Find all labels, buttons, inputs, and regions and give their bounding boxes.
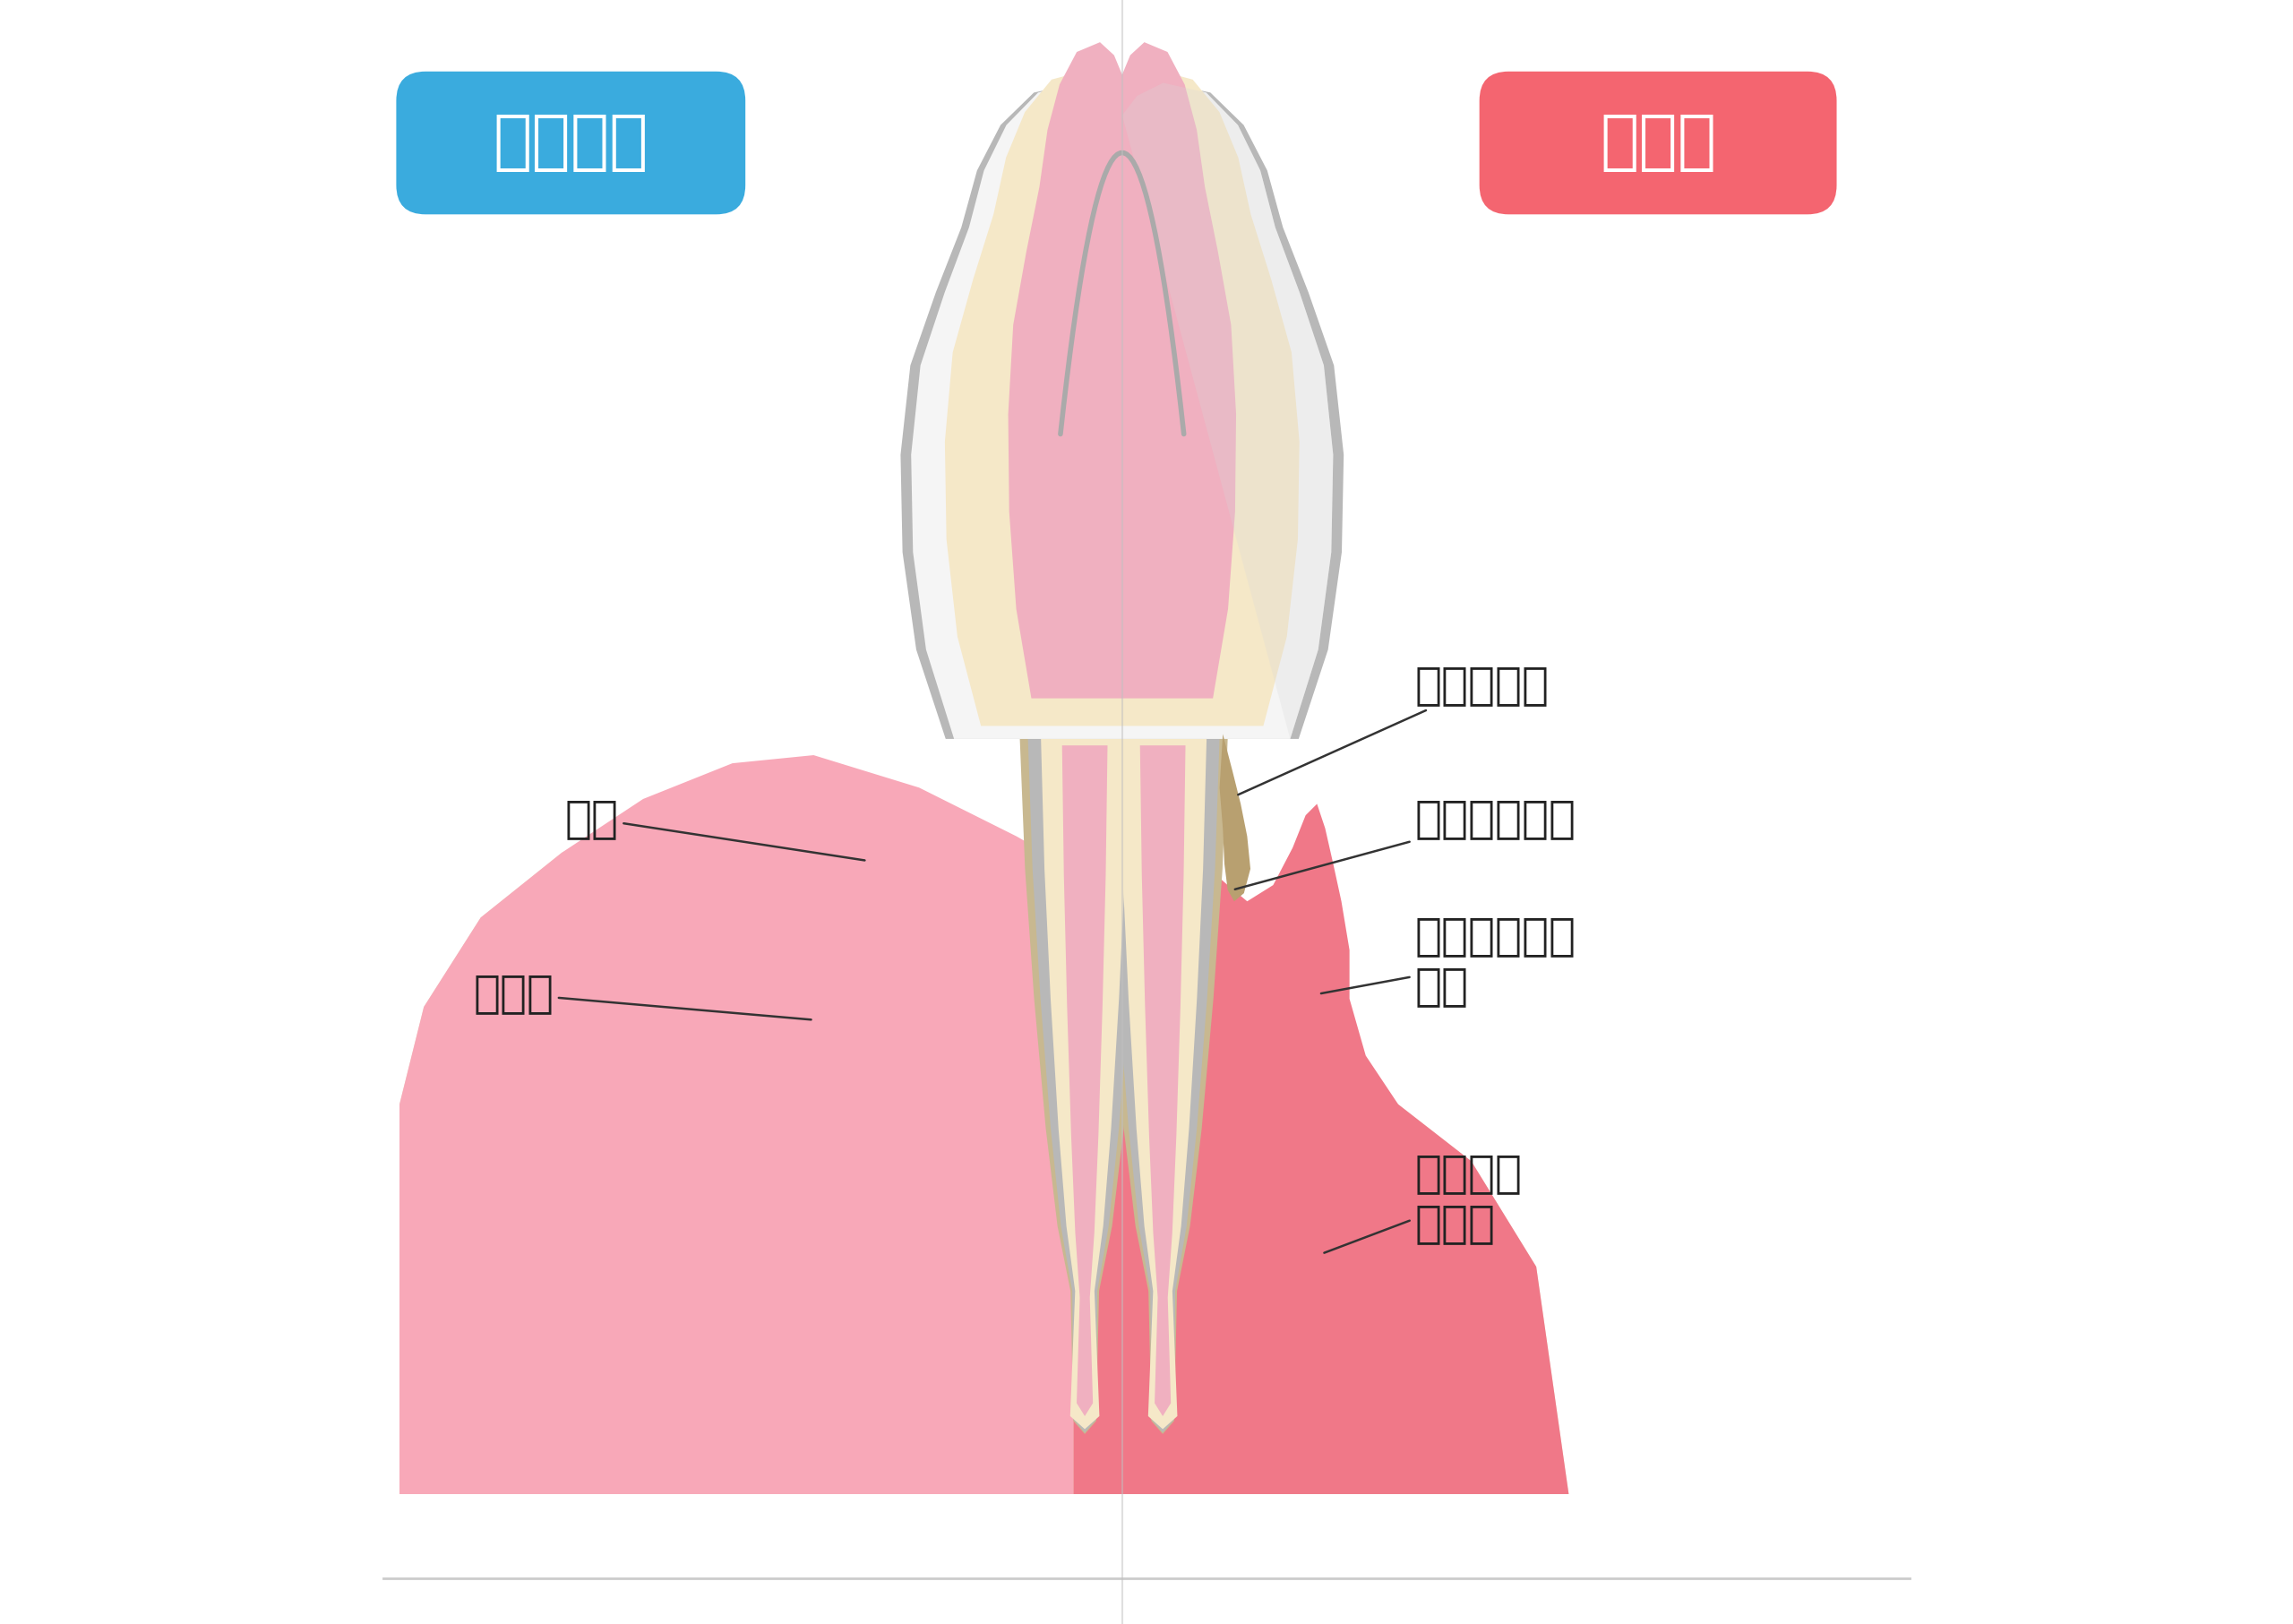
Circle shape: [750, 939, 784, 974]
Text: 歯垢・歯石: 歯垢・歯石: [1238, 664, 1548, 794]
Circle shape: [816, 1147, 851, 1182]
Circle shape: [903, 1350, 938, 1385]
Circle shape: [433, 1169, 468, 1205]
Polygon shape: [1119, 739, 1206, 1429]
Polygon shape: [945, 70, 1300, 726]
Circle shape: [883, 983, 917, 1018]
Circle shape: [683, 1207, 718, 1242]
Circle shape: [534, 1455, 571, 1491]
Circle shape: [835, 1252, 871, 1288]
FancyBboxPatch shape: [397, 71, 745, 214]
Text: 歯周ポケット: 歯周ポケット: [1236, 797, 1575, 890]
Polygon shape: [901, 83, 1344, 739]
Circle shape: [871, 937, 908, 973]
Polygon shape: [1073, 950, 1568, 1494]
Circle shape: [631, 1402, 667, 1437]
Circle shape: [869, 981, 906, 1017]
Circle shape: [688, 1325, 725, 1361]
Circle shape: [491, 1160, 527, 1195]
Circle shape: [521, 890, 557, 926]
Text: 歯槽骨: 歯槽骨: [472, 973, 812, 1020]
Circle shape: [754, 950, 789, 986]
Polygon shape: [1140, 745, 1185, 1416]
Circle shape: [695, 1431, 729, 1466]
Circle shape: [681, 1309, 715, 1345]
Circle shape: [848, 1153, 883, 1189]
Polygon shape: [399, 755, 1073, 1494]
Circle shape: [674, 1043, 709, 1078]
Circle shape: [961, 994, 995, 1030]
Polygon shape: [399, 788, 1073, 1494]
Circle shape: [592, 1020, 626, 1056]
Circle shape: [498, 1384, 534, 1419]
Circle shape: [683, 1278, 720, 1314]
Circle shape: [931, 996, 965, 1031]
Text: 歯肉: 歯肉: [564, 797, 864, 861]
Polygon shape: [910, 83, 1332, 739]
Circle shape: [878, 1168, 915, 1203]
Circle shape: [543, 1189, 578, 1224]
Circle shape: [676, 906, 713, 942]
Circle shape: [910, 1039, 947, 1075]
Polygon shape: [1105, 739, 1220, 1432]
Circle shape: [507, 1005, 543, 1041]
Polygon shape: [1062, 745, 1108, 1416]
Circle shape: [796, 1091, 830, 1127]
Circle shape: [610, 1213, 647, 1249]
Circle shape: [997, 866, 1034, 901]
Circle shape: [883, 1330, 917, 1366]
Circle shape: [449, 1273, 484, 1309]
Polygon shape: [1009, 42, 1236, 698]
Circle shape: [915, 924, 949, 960]
Circle shape: [598, 1075, 633, 1111]
Polygon shape: [1027, 739, 1142, 1432]
Circle shape: [837, 940, 874, 976]
Polygon shape: [1020, 739, 1149, 1434]
Polygon shape: [1220, 734, 1250, 901]
Text: 歯肉の腫れや
出血: 歯肉の腫れや 出血: [1321, 914, 1575, 1009]
Circle shape: [511, 1127, 546, 1163]
Circle shape: [507, 997, 541, 1033]
Circle shape: [697, 1333, 731, 1369]
Text: 歯周病: 歯周病: [1601, 112, 1715, 174]
Polygon shape: [1041, 739, 1128, 1429]
Circle shape: [429, 1400, 463, 1436]
Circle shape: [814, 1189, 848, 1224]
Circle shape: [550, 1013, 587, 1049]
Circle shape: [493, 1143, 527, 1179]
Circle shape: [869, 1224, 906, 1260]
Circle shape: [823, 1367, 860, 1403]
Circle shape: [887, 1017, 922, 1052]
Circle shape: [926, 1304, 963, 1340]
Circle shape: [748, 1418, 784, 1453]
Circle shape: [596, 1041, 631, 1077]
Polygon shape: [1098, 739, 1227, 1434]
Circle shape: [800, 913, 837, 948]
Text: 健康な歯: 健康な歯: [493, 112, 649, 174]
Polygon shape: [1073, 804, 1568, 1494]
FancyBboxPatch shape: [1479, 71, 1837, 214]
Circle shape: [647, 1268, 683, 1304]
Circle shape: [750, 1257, 786, 1293]
Text: 歯槽骨が
溶ける: 歯槽骨が 溶ける: [1325, 1151, 1523, 1252]
Circle shape: [690, 1082, 725, 1117]
Polygon shape: [1121, 83, 1332, 739]
